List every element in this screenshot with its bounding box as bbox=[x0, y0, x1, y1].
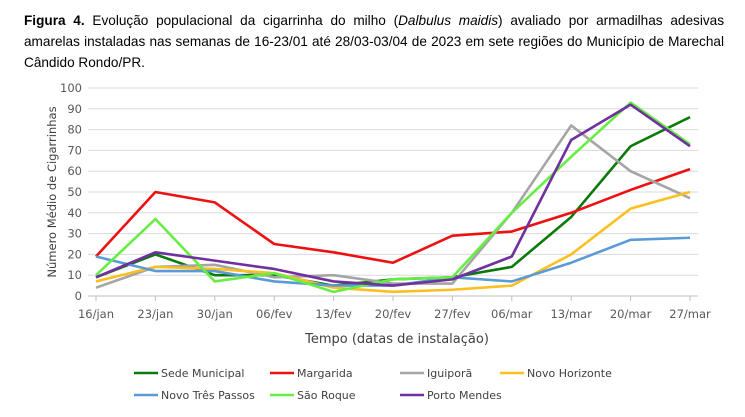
x-tick-label: 06/fev bbox=[256, 307, 293, 321]
y-tick-label: 20 bbox=[67, 247, 82, 261]
y-tick-label: 40 bbox=[67, 206, 82, 220]
x-tick-label: 20/fev bbox=[375, 307, 412, 321]
legend-label: Novo Três Passos bbox=[161, 389, 255, 402]
x-tick-label: 16/jan bbox=[78, 307, 114, 321]
y-axis-label: Número Médio de Cigarrinhas bbox=[45, 106, 59, 277]
x-tick-label: 27/fev bbox=[434, 307, 471, 321]
x-tick-label: 06/mar bbox=[491, 307, 533, 321]
y-tick-label: 0 bbox=[75, 289, 82, 303]
caption-species: Dalbulus maidis bbox=[398, 13, 499, 28]
x-tick-label: 30/jan bbox=[197, 307, 233, 321]
x-tick-label: 20/mar bbox=[610, 307, 652, 321]
legend-label: Iguiporã bbox=[427, 367, 472, 380]
caption-label: Figura 4. bbox=[24, 13, 85, 28]
y-tick-label: 100 bbox=[60, 81, 82, 95]
x-axis-label: Tempo (datas de instalação) bbox=[304, 332, 489, 347]
x-tick-label: 13/mar bbox=[550, 307, 592, 321]
y-tick-label: 60 bbox=[67, 164, 82, 178]
legend: Sede Municipal Margarida Iguiporã Novo Hori… bbox=[134, 367, 612, 402]
series-line bbox=[95, 103, 691, 287]
y-tick-label: 50 bbox=[67, 185, 82, 199]
x-tick-label: 23/jan bbox=[137, 307, 173, 321]
y-tick-label: 10 bbox=[67, 268, 82, 282]
legend-label: Novo Horizonte bbox=[527, 367, 612, 380]
legend-label: Margarida bbox=[297, 367, 353, 380]
y-tick-label: 90 bbox=[67, 102, 82, 116]
y-tick-label: 80 bbox=[67, 123, 82, 137]
legend-label: São Roque bbox=[297, 389, 356, 402]
legend-label: Sede Municipal bbox=[161, 367, 244, 380]
legend-label: Porto Mendes bbox=[427, 389, 502, 402]
x-tick-label: 13/fev bbox=[315, 307, 352, 321]
y-tick-label: 70 bbox=[67, 143, 82, 157]
x-tick-label: 27/mar bbox=[669, 307, 711, 321]
y-tick-label: 30 bbox=[67, 227, 82, 241]
caption-text-after: ) avaliado por armadilhas adesivas amare… bbox=[24, 13, 725, 70]
figure-caption: Figura 4. Evolução populacional da cigar… bbox=[24, 10, 724, 73]
series-line bbox=[95, 190, 691, 294]
caption-text-before: Evolução populacional da cigarrinha do m… bbox=[84, 13, 399, 28]
